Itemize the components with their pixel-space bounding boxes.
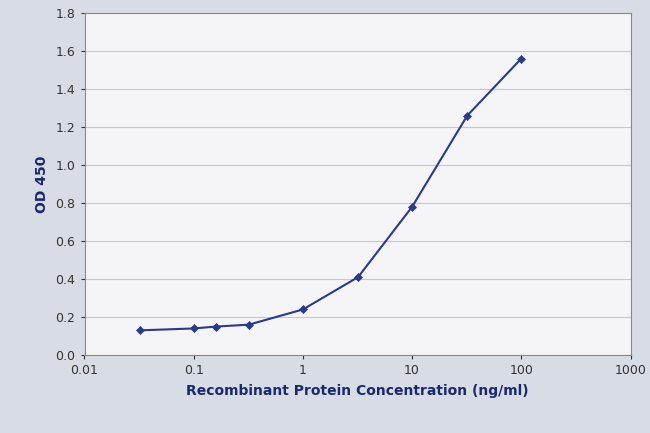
Y-axis label: OD 450: OD 450 — [34, 155, 49, 213]
X-axis label: Recombinant Protein Concentration (ng/ml): Recombinant Protein Concentration (ng/ml… — [186, 384, 529, 398]
